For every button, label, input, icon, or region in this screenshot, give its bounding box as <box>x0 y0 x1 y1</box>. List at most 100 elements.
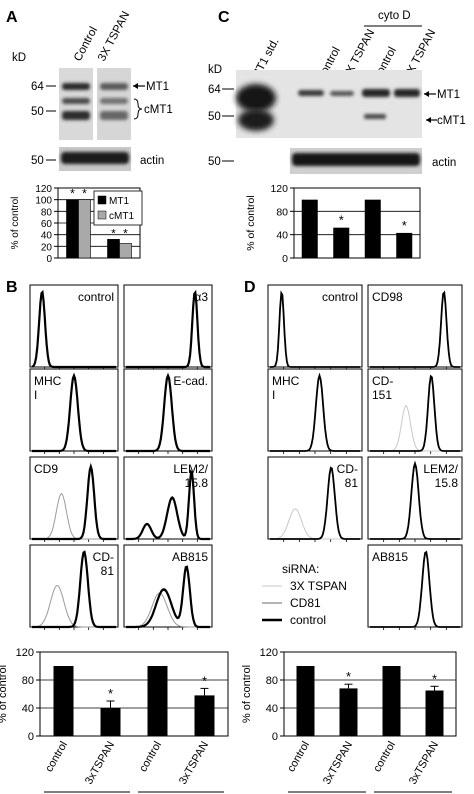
bar <box>78 199 91 259</box>
histogram-curve <box>126 469 210 541</box>
x-tick-label: 3xTSPAN <box>177 739 211 786</box>
actin-label-c: actin <box>432 157 456 169</box>
panel-letter-a: A <box>6 9 18 26</box>
cmt1-label-a: cMT1 <box>144 104 173 116</box>
histogram-label: α3 <box>194 290 208 304</box>
histogram-label: 81 <box>345 476 359 490</box>
bar <box>53 666 74 736</box>
panel-letter-b: B <box>6 279 18 296</box>
histogram-d: CD-81 <box>267 456 363 542</box>
y-tick-label: 120 <box>16 647 34 659</box>
x-tick-label: control <box>43 740 70 775</box>
bar <box>147 666 168 736</box>
legend-title: siRNA: <box>282 562 319 576</box>
histogram-curve <box>32 372 116 453</box>
bar <box>333 227 350 258</box>
y-axis-label: % of control <box>245 195 257 250</box>
y-tick-label: 0 <box>46 254 52 265</box>
bar <box>107 239 120 259</box>
histogram-curve <box>270 290 360 368</box>
histogram-label: E-cad. <box>173 374 208 388</box>
marker-50-c: 50 <box>208 111 221 123</box>
histogram-curve <box>126 289 210 369</box>
kd-label-c: kD <box>208 64 222 76</box>
histogram-label: AB815 <box>172 550 208 564</box>
histogram-label: AB815 <box>372 550 408 564</box>
histogram-label: CD- <box>337 462 358 476</box>
bar <box>301 199 318 258</box>
y-tick-label: 80 <box>22 675 34 687</box>
legend-swatch <box>97 210 107 220</box>
y-tick-label: 120 <box>35 184 52 195</box>
significance-mark: * <box>82 187 87 201</box>
histogram-label: CD- <box>372 374 393 388</box>
marker-50-actin-a: 50 <box>31 155 44 167</box>
histogram-curve <box>370 374 460 452</box>
y-tick-label: 60 <box>41 219 53 230</box>
histogram-curve <box>370 290 460 368</box>
y-tick-label: 120 <box>270 183 288 195</box>
histogram-curve <box>126 372 210 453</box>
kd-label-a: kD <box>12 52 26 64</box>
bar <box>339 688 358 736</box>
x-tick-label: control <box>285 740 312 775</box>
marker-50-actin-c: 50 <box>208 156 221 168</box>
histogram-label: MHC <box>34 374 62 388</box>
histogram-label: 81 <box>101 564 115 578</box>
histogram-frame <box>267 456 363 540</box>
significance-mark: * <box>346 669 351 684</box>
histogram-label: CD98 <box>372 290 403 304</box>
marker-64-c: 64 <box>208 84 221 96</box>
histogram-label: control <box>322 290 358 304</box>
legend-label: CD81 <box>290 596 321 610</box>
significance-mark: * <box>108 686 113 701</box>
histogram-label: CD9 <box>34 462 58 476</box>
significance-mark: * <box>123 226 128 240</box>
significance-mark: * <box>402 218 407 233</box>
y-tick-label: 80 <box>266 675 278 687</box>
panel-c-bar-chart: 0 40 80 120 % of control * * <box>245 183 421 265</box>
legend-swatch <box>97 195 107 205</box>
histogram-curve <box>126 565 210 629</box>
histogram-label: MHC <box>272 374 300 388</box>
marker-50-a: 50 <box>31 106 44 118</box>
histogram-b: CD-81 <box>29 544 119 630</box>
bar <box>364 199 381 258</box>
y-axis-label: % of control <box>241 665 253 723</box>
legend-label: 3X TSPAN <box>290 579 347 593</box>
bar <box>425 690 444 736</box>
significance-mark: * <box>70 187 75 201</box>
actin-label-a: actin <box>140 155 164 167</box>
y-tick-label: 120 <box>260 647 278 659</box>
bar <box>296 666 315 736</box>
mt1-label-c: MT1 <box>437 89 460 101</box>
histogram-curve <box>32 462 116 541</box>
panel-letter-c: C <box>218 9 230 26</box>
bar <box>119 243 132 259</box>
histogram-frame <box>123 456 213 540</box>
bar <box>382 666 401 736</box>
y-axis-label: % of control <box>10 197 21 250</box>
y-tick-label: 20 <box>41 242 53 253</box>
y-tick-label: 80 <box>276 206 288 218</box>
x-tick-label: 3xTSPAN <box>321 739 355 786</box>
significance-mark: * <box>432 671 437 686</box>
legend-label: MT1 <box>109 196 129 207</box>
histogram-b: AB815 <box>123 544 213 630</box>
histogram-frame <box>367 368 463 452</box>
x-tick-label: control <box>371 740 398 775</box>
histogram-label: I <box>34 388 37 402</box>
bar <box>194 695 215 736</box>
histogram-label: control <box>78 290 114 304</box>
panel-d-legend: siRNA: 3X TSPAN CD81 control <box>262 562 347 627</box>
histogram-d: control <box>267 284 363 370</box>
panel-d-bar-chart: 0 40 80 120 % of control control * 3xTSPAN contr… <box>241 647 457 793</box>
y-axis-label: % of control <box>0 665 9 723</box>
y-tick-label: 0 <box>272 731 278 743</box>
panel-letter-d: D <box>244 279 256 296</box>
histogram-curve <box>31 289 116 369</box>
significance-mark: * <box>202 673 207 688</box>
